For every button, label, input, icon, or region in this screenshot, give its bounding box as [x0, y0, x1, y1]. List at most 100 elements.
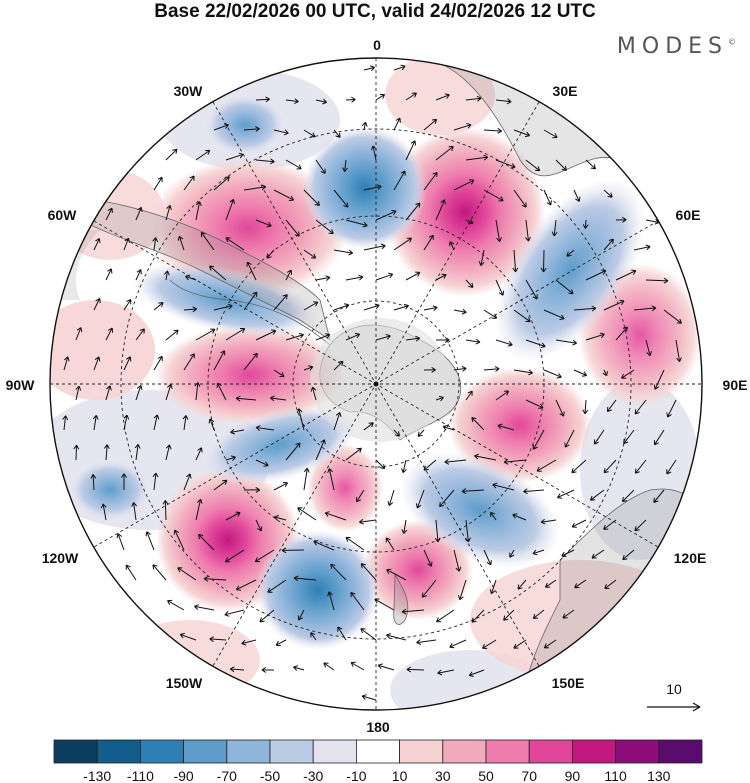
- wind-arrow: [555, 399, 565, 417]
- copyright-mark: ©: [728, 37, 736, 47]
- wind-arrow: [517, 579, 527, 590]
- wind-arrow: [405, 335, 421, 342]
- wind-arrow: [123, 414, 130, 431]
- wind-arrow: [415, 489, 425, 509]
- wind-arrow: [421, 579, 437, 598]
- wind-arrow: [266, 249, 275, 259]
- colorbar-swatch: [485, 739, 530, 764]
- wind-arrow: [75, 327, 83, 341]
- wind-arrow: [603, 189, 613, 198]
- wind-arrow: [103, 444, 110, 461]
- wind-arrow: [153, 355, 163, 371]
- lon-label-120w: 120W: [42, 550, 79, 566]
- wind-arrow: [555, 159, 567, 171]
- wind-arrow: [100, 503, 107, 521]
- wind-arrow: [589, 489, 605, 501]
- colorbar-swatch: [355, 739, 400, 764]
- wind-arrow: [401, 459, 407, 474]
- wind-arrow: [483, 189, 504, 202]
- wind-arrow: [540, 249, 547, 273]
- wind-arrow: [165, 444, 172, 461]
- map-title: Base 22/02/2026 00 UTC, valid 24/02/2026…: [154, 1, 596, 22]
- wind-arrow: [543, 309, 565, 320]
- wind-arrow: [259, 609, 275, 623]
- wind-arrow: [183, 353, 195, 371]
- wind-arrow: [123, 356, 132, 371]
- wind-arrow: [195, 328, 216, 341]
- wind-arrow: [482, 639, 497, 649]
- wind-arrow: [93, 237, 101, 251]
- wind-arrow: [93, 297, 101, 311]
- lon-label-90e: 90E: [723, 377, 748, 393]
- lon-label-60w: 60W: [48, 207, 78, 223]
- wind-arrow: [663, 309, 682, 324]
- wind-arrow: [209, 636, 227, 643]
- wind-arrow: [474, 453, 497, 461]
- wind-arrow: [483, 309, 498, 319]
- wind-arrow: [327, 591, 335, 611]
- wind-arrow: [573, 305, 597, 312]
- lon-label-180: 180: [366, 719, 390, 735]
- wind-arrow: [177, 235, 185, 251]
- wind-arrow: [73, 444, 80, 461]
- wind-arrow: [386, 568, 407, 581]
- wind-arrow: [566, 249, 575, 257]
- colorbar-swatch: [658, 739, 703, 764]
- wind-arrow: [297, 507, 317, 521]
- wind-arrow: [254, 549, 275, 563]
- wind-arrow: [465, 390, 473, 401]
- wind-arrow: [523, 488, 545, 495]
- wind-arrow: [512, 513, 527, 521]
- wind-arrow: [350, 591, 365, 611]
- wind-arrow: [225, 237, 245, 251]
- wind-arrow: [393, 237, 413, 251]
- wind-arrow: [213, 303, 233, 311]
- wind-arrow: [315, 439, 326, 461]
- wind-arrow: [315, 98, 328, 105]
- anomaly-field: [50, 58, 702, 710]
- wind-arrow: [405, 92, 417, 101]
- wind-arrow: [125, 564, 137, 581]
- wind-arrow: [375, 209, 397, 221]
- wind-arrow: [152, 472, 159, 491]
- wind-arrow: [285, 98, 299, 105]
- wind-arrow: [540, 518, 557, 525]
- wind-arrow: [551, 219, 558, 237]
- wind-arrow: [406, 666, 425, 673]
- wind-arrow: [213, 479, 228, 491]
- wind-arrow: [490, 511, 497, 521]
- wind-arrow: [105, 327, 114, 341]
- wind-arrow: [423, 366, 436, 373]
- wind-arrow: [333, 249, 354, 256]
- colorbar-tick-label: 110: [604, 768, 627, 783]
- negative-anomaly-150w: [256, 530, 380, 650]
- wind-arrow: [134, 443, 141, 461]
- wind-arrow: [525, 279, 538, 300]
- wind-arrow: [275, 639, 287, 647]
- wind-arrow: [273, 369, 285, 378]
- wind-arrow: [131, 502, 137, 521]
- colorbar-swatch: [442, 739, 487, 764]
- wind-arrow: [360, 563, 377, 581]
- wind-arrow: [200, 231, 215, 251]
- wind-arrow: [345, 536, 365, 551]
- wind-arrow: [165, 205, 172, 221]
- wind-arrow: [361, 694, 377, 701]
- wind-arrow: [269, 395, 287, 402]
- wind-arrow: [465, 219, 474, 225]
- wind-arrow: [333, 412, 342, 431]
- wind-arrow: [230, 428, 245, 435]
- wind-arrow: [622, 549, 635, 561]
- wind-arrow: [449, 639, 467, 649]
- wind-arrow: [198, 533, 215, 551]
- wind-arrow: [333, 303, 350, 311]
- wind-arrow: [273, 515, 287, 521]
- wind-arrow: [423, 305, 438, 312]
- wind-arrow: [153, 302, 164, 311]
- wind-arrow: [224, 549, 245, 563]
- colorbar-tick-label: -130: [83, 768, 111, 783]
- lon-label-120e: 120E: [674, 550, 707, 566]
- positive-anomaly-60w: [148, 158, 348, 298]
- wind-arrow: [405, 202, 421, 221]
- wind-arrow: [374, 598, 395, 611]
